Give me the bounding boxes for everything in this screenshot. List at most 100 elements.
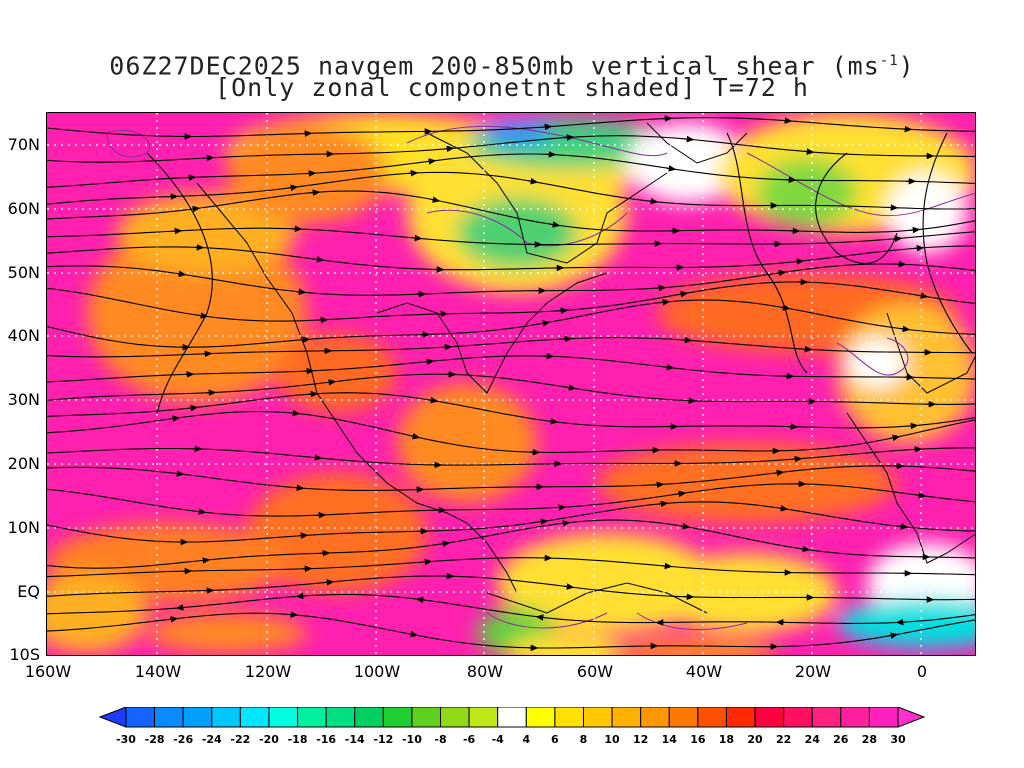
streamline-arrow	[313, 256, 325, 263]
colorbar-cell	[125, 707, 156, 728]
streamline	[47, 355, 975, 383]
coastline	[426, 132, 668, 264]
colorbar-cell	[268, 707, 299, 728]
colorbar-cell	[668, 707, 699, 728]
streamline-arrow	[547, 418, 559, 425]
colorbar-label: 22	[775, 733, 792, 746]
streamline-arrow	[295, 288, 307, 296]
lon-label: 80W	[466, 662, 504, 681]
streamline-arrow	[429, 196, 441, 203]
shading-layer	[47, 113, 975, 655]
lat-label: 10S	[9, 645, 40, 664]
streamline-arrow	[565, 384, 577, 391]
coastline	[846, 412, 975, 564]
streamline-arrow	[665, 165, 677, 172]
streamline-arrow	[539, 320, 551, 327]
colorbar-cell	[554, 707, 584, 728]
streamline-arrow	[657, 500, 669, 508]
colorbar-label: 16	[690, 733, 706, 746]
colorbar-cell	[411, 707, 442, 728]
colorbar-label: -18	[287, 733, 308, 746]
colorbar-label: 28	[861, 733, 878, 746]
lon-label: 100W	[353, 662, 401, 681]
streamline-arrow	[915, 491, 927, 499]
streamline	[815, 152, 898, 264]
shade-region	[147, 613, 307, 653]
streamline-arrow	[175, 270, 187, 278]
streamline	[47, 501, 975, 543]
streamline-arrow	[423, 358, 435, 365]
streamline-arrow	[537, 518, 549, 525]
colorbar-cell	[868, 707, 899, 728]
colorbar-cell	[468, 707, 499, 728]
streamline-arrow	[897, 523, 909, 530]
colorbar-label: -12	[373, 733, 394, 746]
coastline	[486, 582, 708, 614]
streamline	[726, 132, 808, 374]
streamline-arrow	[287, 184, 299, 192]
colorbar-label: -14	[344, 733, 365, 746]
contour-line	[746, 152, 975, 217]
streamline	[47, 263, 975, 296]
colorbar-label: 30	[890, 733, 906, 746]
shade-region	[397, 383, 537, 503]
colorbar-cell	[783, 707, 813, 728]
shade-region	[277, 333, 397, 413]
shade-region	[847, 338, 907, 388]
streamline-arrow	[173, 470, 185, 477]
colorbar-label: 4	[522, 733, 531, 746]
map-title-line-1: 06Z27DEC2025 navgem 200-850mb vertical s…	[109, 51, 915, 81]
colorbar-cell	[754, 707, 785, 728]
streamline-arrow	[289, 409, 301, 417]
colorbar-cell	[725, 707, 756, 728]
streamline-arrow	[887, 632, 899, 639]
colorbar-cell	[154, 707, 184, 728]
map-title-line-2: [Only zonal componetnt shaded] T=72 h	[215, 73, 809, 102]
streamline	[146, 152, 213, 414]
colorbar-label: 26	[833, 733, 849, 746]
colorbar-label: 12	[633, 733, 649, 746]
streamline-arrow	[549, 221, 561, 228]
streamline	[47, 612, 975, 649]
colorbar-max-arrow	[897, 707, 926, 728]
streamline-arrow	[199, 557, 211, 564]
lon-label: 0	[916, 662, 928, 681]
streamline	[47, 227, 975, 246]
streamline-arrow	[679, 522, 691, 530]
streamline	[47, 135, 975, 163]
streamline-arrow	[409, 432, 421, 440]
lon-label: 60W	[576, 662, 614, 681]
colorbar-label: 24	[804, 733, 820, 746]
colorbar-cell	[354, 707, 384, 728]
streamline	[47, 392, 975, 429]
colorbar-label: 14	[661, 733, 677, 746]
coastline	[196, 182, 518, 594]
streamline-arrow	[175, 604, 187, 611]
shade-region	[837, 598, 975, 648]
lat-label: 10N	[7, 518, 40, 537]
streamline-arrow	[917, 292, 929, 299]
lon-label: 140W	[134, 662, 182, 681]
lat-label: 30N	[7, 390, 40, 409]
streamline-arrow	[677, 290, 689, 298]
streamline	[47, 373, 975, 405]
colorbar-label: -20	[259, 733, 279, 746]
streamline-arrow	[663, 363, 675, 371]
shade-region	[597, 443, 897, 523]
streamline-arrow	[889, 434, 901, 442]
colorbar-label: -28	[144, 733, 165, 746]
colorbar-label: 10	[604, 733, 620, 746]
streamline-arrow	[909, 226, 921, 234]
streamline-arrow	[325, 379, 337, 386]
streamline-arrow	[309, 189, 321, 196]
colorbar-label: -22	[230, 733, 251, 746]
shade-region	[627, 123, 747, 203]
streamline-arrow	[527, 177, 539, 185]
streamline	[922, 132, 973, 354]
streamline-arrow	[563, 583, 575, 590]
colorbar-cell	[211, 707, 241, 728]
streamline-arrow	[195, 508, 207, 515]
streamline-arrow	[559, 520, 571, 527]
shade-region	[887, 173, 967, 253]
colorbar-cell	[382, 707, 413, 728]
